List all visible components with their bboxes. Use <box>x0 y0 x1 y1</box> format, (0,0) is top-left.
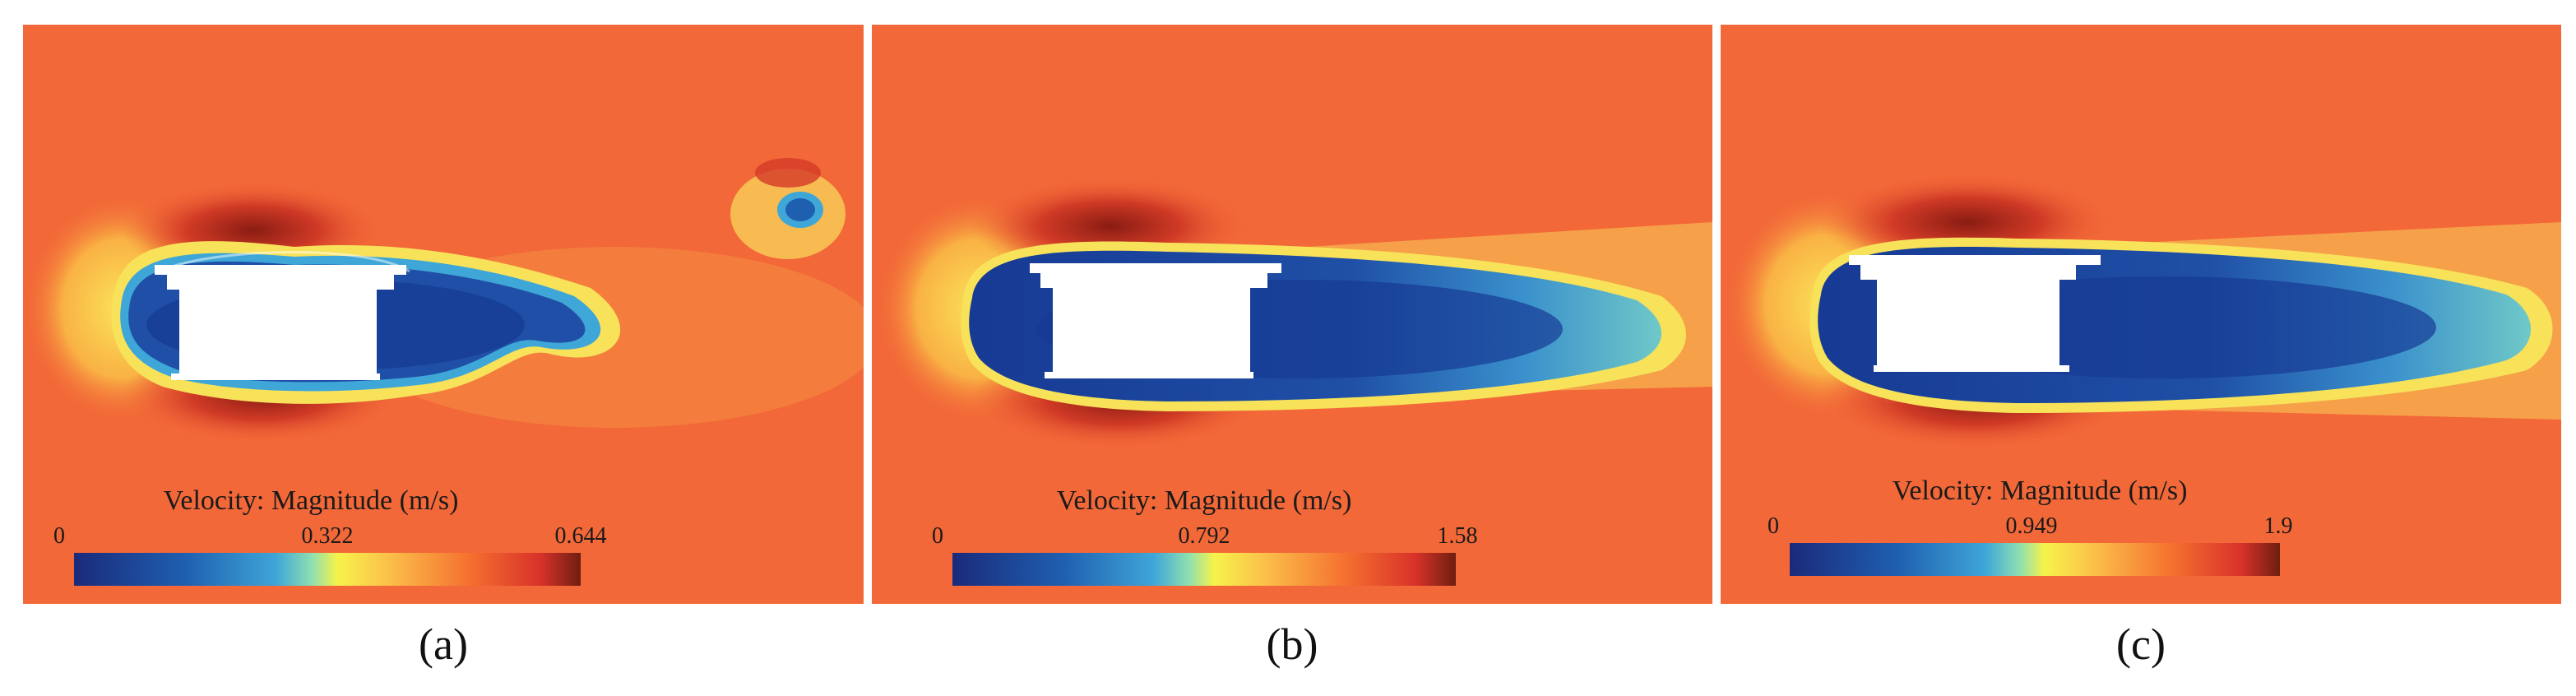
colorbar-min-label: 0 <box>1768 513 1779 539</box>
velocity-field-c: Velocity: Magnitude (m/s) 0 0.949 1.9 <box>1721 25 2561 604</box>
colorbar-min-label: 0 <box>53 523 65 549</box>
colorbar-a <box>74 553 581 586</box>
colorbar-min-label: 0 <box>932 523 943 549</box>
panel-caption: (c) <box>2116 619 2166 669</box>
colorbar-mid-label: 0.949 <box>2006 513 2058 539</box>
panel-c: Velocity: Magnitude (m/s) 0 0.949 1.9 <box>1721 25 2561 604</box>
colorbar-b <box>952 553 1456 586</box>
velocity-field-b: Velocity: Magnitude (m/s) 0 0.792 1.58 <box>872 25 1712 604</box>
panel-caption: (a) <box>419 619 468 669</box>
colorbar-max-label: 0.644 <box>555 523 607 549</box>
panel-b: Velocity: Magnitude (m/s) 0 0.792 1.58 <box>872 25 1712 604</box>
colorbar-title: Velocity: Magnitude (m/s) <box>1057 485 1352 516</box>
colorbar-c <box>1790 543 2280 576</box>
colorbar-title: Velocity: Magnitude (m/s) <box>1893 476 2188 506</box>
colorbar-mid-label: 0.322 <box>302 523 354 549</box>
colorbar-mid-label: 0.792 <box>1179 523 1230 549</box>
velocity-field-a: Velocity: Magnitude (m/s) 0 0.322 0.644 <box>23 25 864 604</box>
panel-a: Velocity: Magnitude (m/s) 0 0.322 0.644 <box>23 25 864 604</box>
colorbar-max-label: 1.58 <box>1438 523 1478 549</box>
panel-caption: (b) <box>1266 619 1318 669</box>
colorbar-max-label: 1.9 <box>2264 513 2293 539</box>
colorbar-title: Velocity: Magnitude (m/s) <box>164 485 459 516</box>
